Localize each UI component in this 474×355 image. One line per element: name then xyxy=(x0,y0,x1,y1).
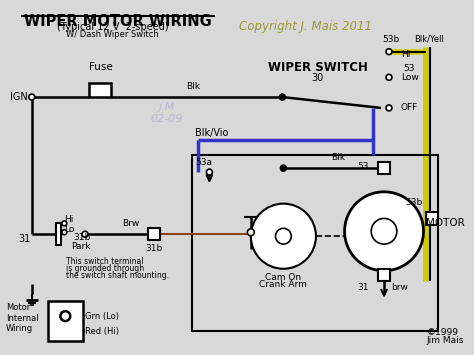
Circle shape xyxy=(371,218,397,244)
Circle shape xyxy=(386,75,392,80)
Circle shape xyxy=(62,230,67,235)
Text: 30: 30 xyxy=(312,73,324,83)
Text: 53b: 53b xyxy=(405,198,422,207)
Bar xyxy=(191,155,438,331)
Text: 31b: 31b xyxy=(145,244,163,253)
Text: Grn (Lo): Grn (Lo) xyxy=(85,312,119,321)
Text: Hi: Hi xyxy=(401,50,410,59)
Text: IGN: IGN xyxy=(10,92,28,102)
Text: J.M
02-09: J.M 02-09 xyxy=(151,102,183,124)
Circle shape xyxy=(29,94,35,100)
Text: Copyright J. Mais 2011: Copyright J. Mais 2011 xyxy=(238,20,372,33)
Text: 31: 31 xyxy=(18,234,31,244)
Circle shape xyxy=(251,204,316,269)
Circle shape xyxy=(60,311,70,321)
Text: is grounded through: is grounded through xyxy=(66,264,145,273)
Circle shape xyxy=(62,221,67,226)
Circle shape xyxy=(82,231,88,237)
Text: Park: Park xyxy=(71,242,91,251)
Text: 53b: 53b xyxy=(383,35,400,44)
Circle shape xyxy=(281,165,286,171)
Text: Motor
Internal
Wiring: Motor Internal Wiring xyxy=(6,303,39,333)
Text: (Typical 12 V  2-speed): (Typical 12 V 2-speed) xyxy=(57,22,168,32)
Bar xyxy=(148,228,160,240)
Text: 53: 53 xyxy=(403,64,414,73)
Text: Blk/Yell: Blk/Yell xyxy=(415,35,445,44)
Bar xyxy=(89,83,111,97)
Text: WIPER SWITCH: WIPER SWITCH xyxy=(268,61,368,75)
Text: the switch shaft mounting.: the switch shaft mounting. xyxy=(66,271,169,280)
Text: Crank Arm: Crank Arm xyxy=(259,280,307,289)
Bar xyxy=(378,162,390,174)
Text: Jim Mais: Jim Mais xyxy=(427,336,464,345)
Bar xyxy=(47,301,83,341)
Bar xyxy=(427,212,438,225)
Text: Low: Low xyxy=(401,73,419,82)
Text: MOTOR: MOTOR xyxy=(427,218,465,228)
Bar xyxy=(56,223,61,245)
Circle shape xyxy=(275,228,292,244)
Text: ©1999: ©1999 xyxy=(427,328,458,337)
Text: W/ Dash Wiper Switch: W/ Dash Wiper Switch xyxy=(66,30,159,39)
Text: Red (Hi): Red (Hi) xyxy=(85,327,119,337)
Text: Brw: Brw xyxy=(122,219,139,228)
Circle shape xyxy=(386,105,392,111)
Text: 31: 31 xyxy=(358,283,369,291)
Text: Blk/Vio: Blk/Vio xyxy=(195,127,228,138)
Bar xyxy=(378,269,390,280)
Text: This switch terminal: This switch terminal xyxy=(66,257,144,266)
Text: Hi: Hi xyxy=(64,215,73,224)
Text: OFF: OFF xyxy=(401,103,418,113)
Circle shape xyxy=(345,192,423,271)
Text: Lo: Lo xyxy=(64,225,75,234)
Text: Blk: Blk xyxy=(331,153,345,162)
Text: Blk: Blk xyxy=(187,82,201,91)
Circle shape xyxy=(206,169,212,175)
Circle shape xyxy=(247,229,254,236)
Circle shape xyxy=(280,94,285,100)
Text: WIPER MOTOR WIRING: WIPER MOTOR WIRING xyxy=(24,14,211,29)
Text: 53a: 53a xyxy=(196,158,212,167)
Text: Fuse: Fuse xyxy=(89,62,113,72)
Text: 53: 53 xyxy=(358,162,369,171)
Text: Cam On: Cam On xyxy=(265,273,301,282)
Text: 31b: 31b xyxy=(73,233,91,242)
Text: brw: brw xyxy=(391,283,408,291)
Circle shape xyxy=(386,49,392,55)
